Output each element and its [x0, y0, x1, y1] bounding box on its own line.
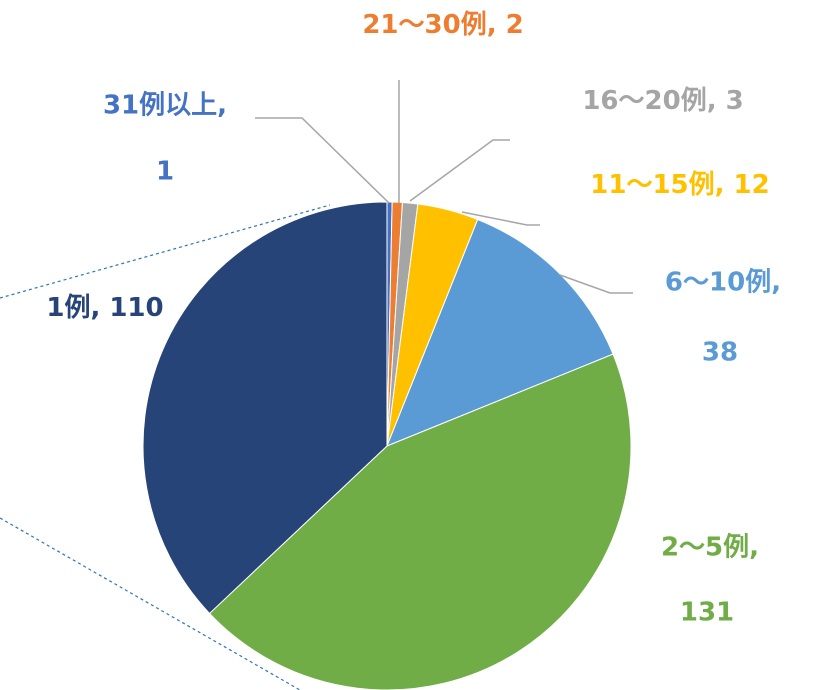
- leader-line: [409, 139, 510, 202]
- data-label-category: 6～10例,: [665, 268, 781, 298]
- leader-line: [559, 274, 633, 294]
- data-label-value: 38: [702, 338, 738, 368]
- pie-slice: [208, 353, 632, 690]
- data-label: 21～30例, 2: [362, 10, 523, 40]
- data-label-category: 16～20例,: [582, 86, 716, 116]
- data-label-value: 131: [680, 598, 734, 628]
- data-label-value: 1: [156, 157, 174, 187]
- data-label-category: 31例以上,: [103, 91, 227, 121]
- data-label-value: 2: [506, 10, 524, 40]
- data-label-category: 21～30例,: [362, 10, 496, 40]
- data-label-category: 2～5例,: [661, 533, 759, 563]
- data-label-category: 1例,: [46, 293, 100, 323]
- leader-line: [461, 211, 540, 226]
- data-label: 1例, 110: [46, 293, 163, 323]
- data-label-value: 12: [734, 170, 770, 200]
- leader-line: [255, 117, 390, 204]
- pie-slice: [142, 201, 388, 615]
- data-label: 16～20例, 3: [582, 86, 743, 116]
- zoom-line: [0, 517, 301, 690]
- data-label-category: 11～15例,: [590, 170, 724, 200]
- data-label: 11～15例, 12: [590, 170, 769, 200]
- data-label-value: 3: [726, 86, 744, 116]
- data-label-value: 110: [109, 293, 163, 323]
- pie-slice: [386, 218, 614, 447]
